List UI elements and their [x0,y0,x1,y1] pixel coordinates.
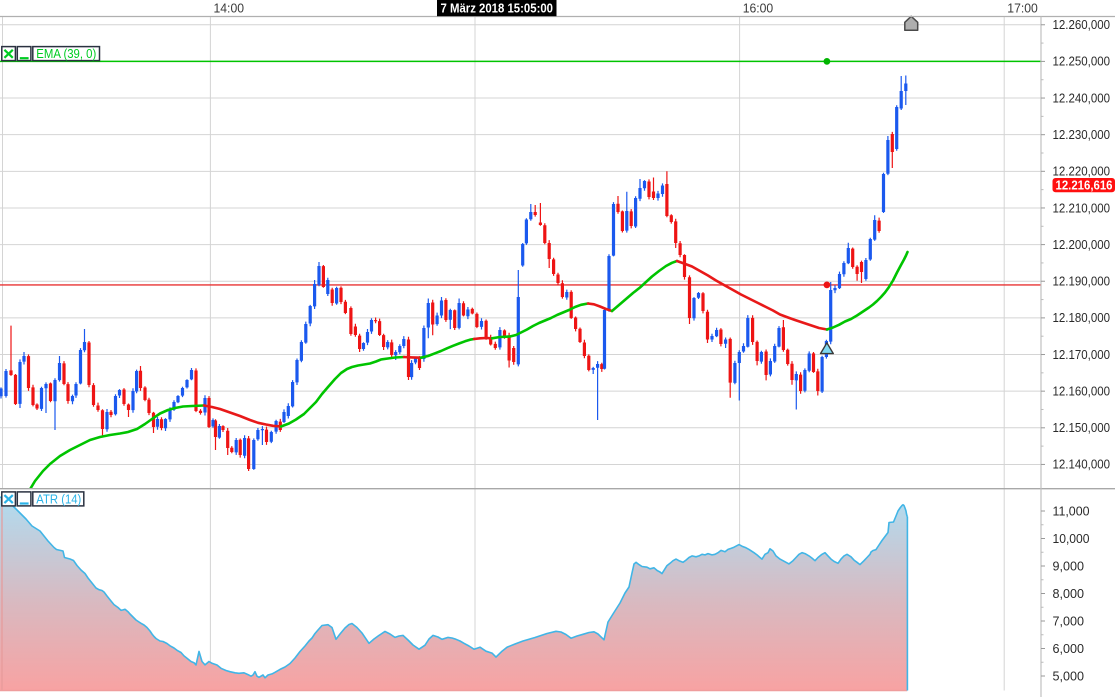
svg-text:12.260,000: 12.260,000 [1053,18,1111,32]
svg-text:17:00: 17:00 [1007,2,1038,16]
svg-text:16:00: 16:00 [743,2,774,16]
svg-text:12.230,000: 12.230,000 [1053,128,1111,142]
svg-text:12.150,000: 12.150,000 [1053,421,1111,435]
svg-text:14:00: 14:00 [214,2,245,16]
svg-text:12.200,000: 12.200,000 [1053,238,1111,252]
svg-text:6,000: 6,000 [1053,642,1085,656]
svg-text:8,000: 8,000 [1053,587,1085,601]
svg-text:12.210,000: 12.210,000 [1053,201,1111,215]
svg-text:12.190,000: 12.190,000 [1053,275,1111,289]
svg-text:7 März 2018 15:05:00: 7 März 2018 15:05:00 [441,2,554,16]
svg-text:12.160,000: 12.160,000 [1053,385,1111,399]
svg-text:5,000: 5,000 [1053,669,1085,683]
svg-text:7,000: 7,000 [1053,614,1085,628]
svg-text:EMA (39, 0): EMA (39, 0) [36,47,96,61]
svg-text:10,000: 10,000 [1053,532,1090,546]
svg-text:12.240,000: 12.240,000 [1053,91,1111,105]
svg-text:12.140,000: 12.140,000 [1053,458,1111,472]
svg-text:12.250,000: 12.250,000 [1053,55,1111,69]
svg-text:12.220,000: 12.220,000 [1053,165,1111,179]
svg-text:11,000: 11,000 [1053,504,1090,518]
svg-text:ATR (14): ATR (14) [36,492,81,506]
svg-text:12.170,000: 12.170,000 [1053,348,1111,362]
svg-text:12.180,000: 12.180,000 [1053,311,1111,325]
svg-text:9,000: 9,000 [1053,559,1085,573]
svg-text:12.216,616: 12.216,616 [1056,178,1113,192]
